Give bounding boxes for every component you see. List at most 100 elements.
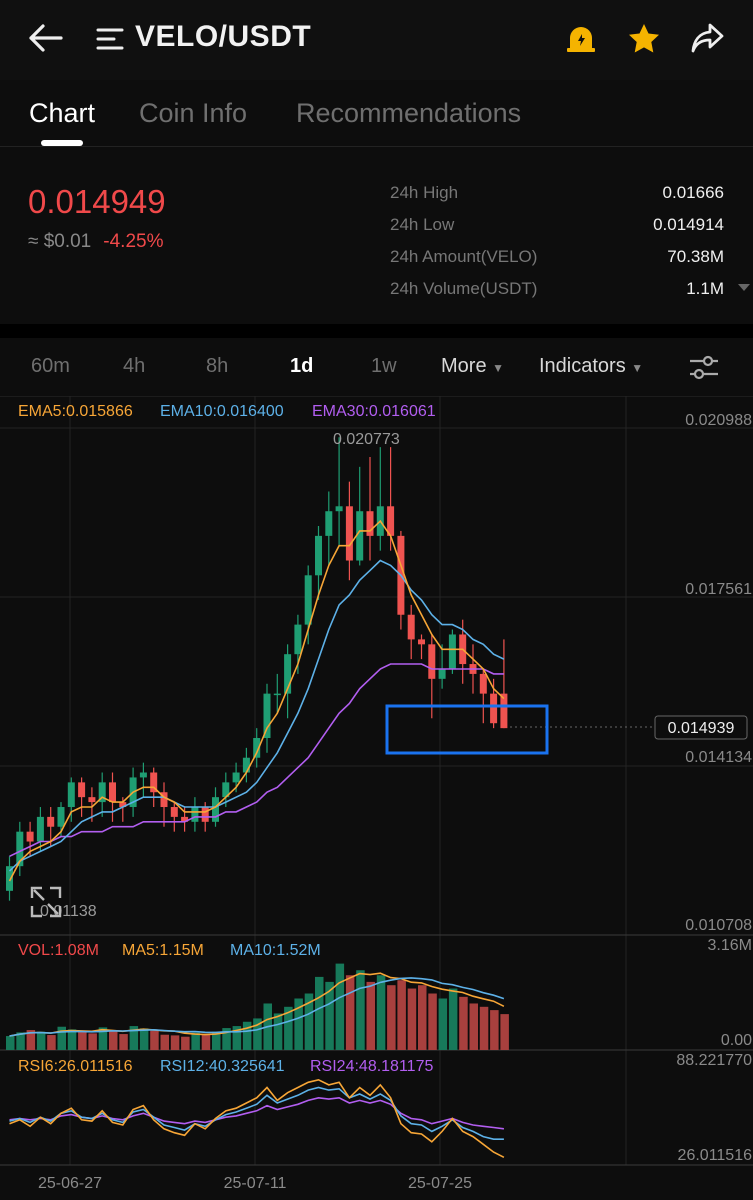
interval-1d[interactable]: 1d <box>290 355 314 377</box>
volume-bar <box>448 988 458 1050</box>
volume-bar <box>253 1018 262 1050</box>
date-label: 25-06-27 <box>38 1175 102 1192</box>
back-arrow-icon[interactable] <box>28 23 64 53</box>
star-icon[interactable] <box>627 22 661 54</box>
volume-bar <box>479 1006 489 1050</box>
last-price: 0.014949 <box>28 183 166 220</box>
candle-body <box>16 831 24 867</box>
stat-label: 24h Amount(VELO) <box>390 247 538 266</box>
grid <box>0 396 753 1166</box>
rsi-tick: 26.011516 <box>678 1147 753 1164</box>
pair-title[interactable]: VELO/USDT <box>135 20 312 53</box>
volume-bar <box>490 1010 499 1050</box>
menu-lines-icon[interactable] <box>96 27 124 51</box>
volume-bar <box>418 985 427 1050</box>
stat-label: 24h High <box>390 183 459 202</box>
candle-body <box>150 772 158 793</box>
interval-60m[interactable]: 60m <box>31 355 70 377</box>
volume-bar <box>26 1030 36 1050</box>
rsi24-legend: RSI24:48.181175 <box>310 1058 433 1075</box>
tab-chart[interactable]: Chart <box>29 98 96 128</box>
candle-body <box>47 816 55 827</box>
volume-bar <box>181 1036 190 1050</box>
volume-bar <box>407 988 417 1050</box>
last-price-tag-text: 0.014939 <box>668 720 735 737</box>
volume-bar <box>150 1030 159 1050</box>
candle-body <box>335 506 343 512</box>
candle-body <box>160 792 168 808</box>
rsi12-line <box>9 1086 504 1140</box>
more-label: More <box>441 355 487 377</box>
interval-1w[interactable]: 1w <box>371 355 397 377</box>
volume-bar <box>459 996 468 1050</box>
candle-body <box>232 772 240 783</box>
rsi-layer <box>9 1078 505 1159</box>
volume-bar <box>57 1026 66 1050</box>
candle-body <box>366 511 374 536</box>
candle-body <box>428 644 436 679</box>
candle-body <box>212 797 219 822</box>
volume-layer <box>6 963 509 1050</box>
candle-body <box>119 802 127 808</box>
tab-recommendations[interactable]: Recommendations <box>296 98 522 128</box>
stat-label: 24h Low <box>390 215 455 234</box>
candle-body <box>438 668 446 679</box>
volume-bar <box>428 993 437 1050</box>
indicators-dropdown[interactable]: Indicators ▼ <box>539 355 643 378</box>
interval-4h[interactable]: 4h <box>123 355 146 377</box>
chart-settings-icon[interactable] <box>688 354 720 382</box>
ema30-line <box>9 663 504 858</box>
price-tick: 0.020988 <box>685 412 752 429</box>
caret-down-icon: ▼ <box>631 361 644 375</box>
candle-body <box>294 624 302 655</box>
ema10-legend: EMA10:0.016400 <box>160 403 284 420</box>
volume-bar <box>335 963 345 1050</box>
vol-ma10-legend: MA10:1.52M <box>230 942 321 959</box>
volume-bar <box>294 998 303 1050</box>
volume-bar <box>109 1030 118 1050</box>
ema10-line <box>8 559 505 872</box>
candle-body <box>315 535 322 576</box>
fullscreen-icon[interactable] <box>30 886 62 918</box>
volume-bar <box>201 1033 211 1050</box>
volume-bar <box>325 981 334 1050</box>
last-price-tag <box>654 715 748 740</box>
candle-body <box>345 506 353 561</box>
indicators-label: Indicators <box>539 355 626 377</box>
candle-body <box>304 575 312 625</box>
candle-body <box>98 782 106 803</box>
ema5-legend: EMA5:0.015866 <box>18 403 133 420</box>
active-tab-indicator <box>41 140 83 146</box>
price-change: -4.25% <box>103 231 164 252</box>
candle-body <box>407 614 415 640</box>
tab-coin-info[interactable]: Coin Info <box>139 98 248 128</box>
candle-body <box>490 693 498 724</box>
volume-bar <box>78 1031 87 1050</box>
candle-body <box>26 831 34 842</box>
candle-body <box>109 782 116 803</box>
price-tick: 0.014134 <box>685 749 752 766</box>
stat-label: 24h Volume(USDT) <box>390 279 538 298</box>
candle-body <box>418 639 425 645</box>
more-dropdown[interactable]: More ▼ <box>441 355 504 378</box>
interval-8h[interactable]: 8h <box>206 355 229 377</box>
chevron-down-icon[interactable] <box>738 284 750 291</box>
volume-bar <box>129 1026 139 1050</box>
volume-bar <box>191 1032 200 1050</box>
volume-bar <box>304 993 314 1050</box>
rsi12-legend: RSI12:40.325641 <box>160 1058 285 1075</box>
candle-body <box>273 693 281 696</box>
candle-body <box>263 693 271 738</box>
interval-bar: 60m 4h 8h 1d 1w More ▼ Indicators ▼ <box>0 338 753 397</box>
volume-bar <box>6 1036 15 1050</box>
candle-body <box>253 737 261 758</box>
volume-tick: 0.00 <box>721 1032 752 1049</box>
share-icon[interactable] <box>690 22 724 54</box>
candle-body <box>6 866 13 891</box>
volume-bar <box>67 1029 77 1050</box>
kline-chart[interactable]: EMA5:0.015866 EMA10:0.016400 EMA30:0.016… <box>0 396 753 1200</box>
candle-body <box>139 772 147 778</box>
candle-body <box>387 506 395 536</box>
price-alert-icon[interactable] <box>565 22 597 54</box>
max-price-marker: 0.020773 <box>333 431 400 448</box>
